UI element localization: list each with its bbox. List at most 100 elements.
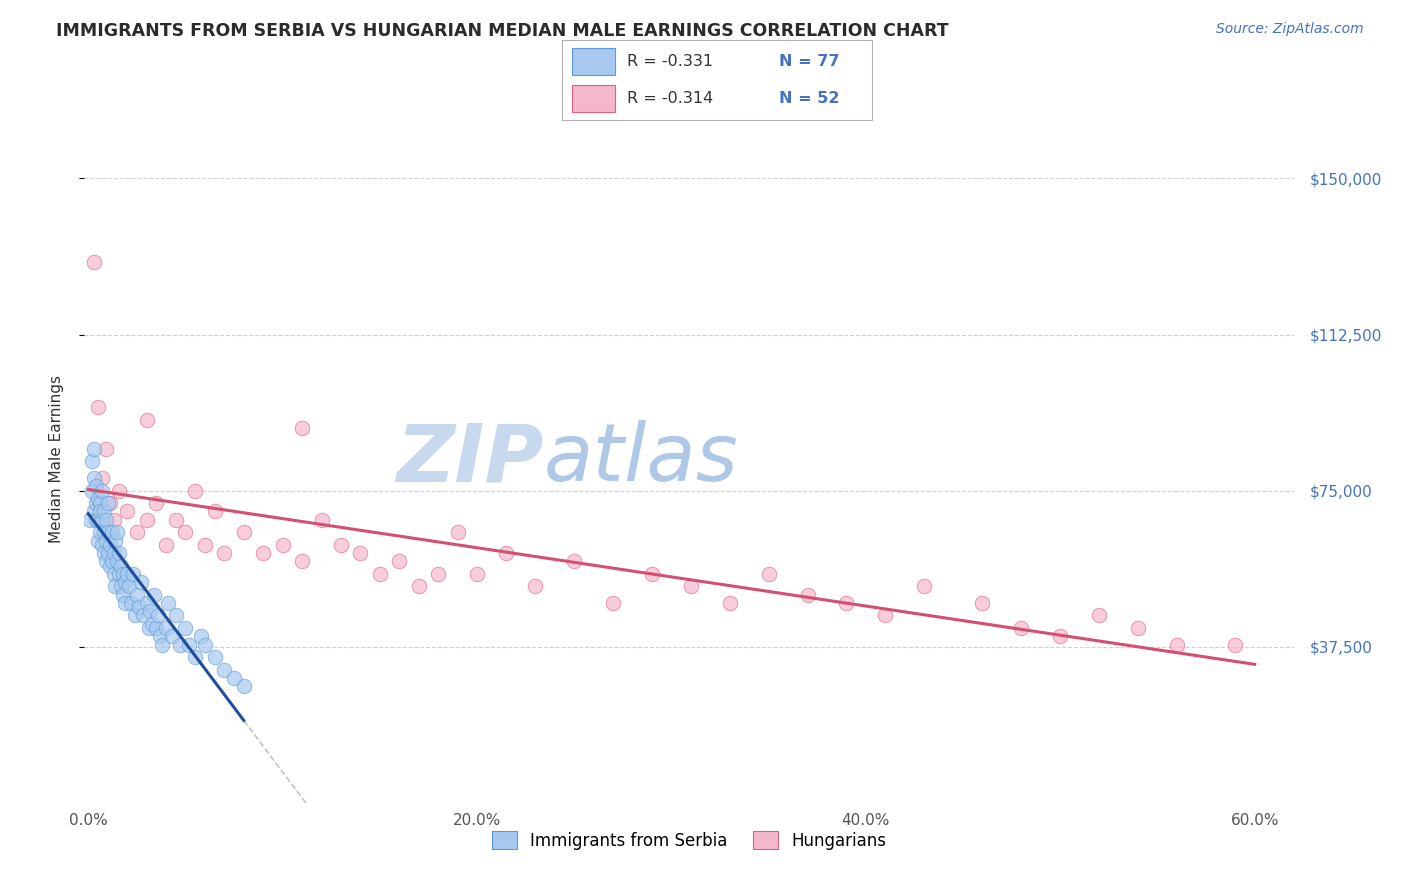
Point <box>1010 621 1032 635</box>
Point <box>112 588 135 602</box>
Point <box>89 496 111 510</box>
Point <box>139 604 162 618</box>
Point <box>1088 608 1111 623</box>
Point <box>148 608 170 623</box>
Point <box>145 496 167 510</box>
Point <box>408 579 430 593</box>
Point <box>125 525 148 540</box>
Point <box>465 566 488 581</box>
Point <box>97 546 120 560</box>
Point <box>124 608 146 623</box>
Point <box>114 596 136 610</box>
Point <box>388 554 411 568</box>
Point <box>194 638 217 652</box>
Point <box>93 525 115 540</box>
Point <box>291 421 314 435</box>
Point <box>84 496 107 510</box>
Point <box>115 504 138 518</box>
Point <box>174 525 197 540</box>
Point <box>149 629 172 643</box>
Point <box>83 442 105 456</box>
Point <box>118 579 141 593</box>
Point <box>104 533 127 548</box>
Point <box>204 504 226 518</box>
Bar <box>572 85 614 112</box>
Point <box>98 496 121 510</box>
Point <box>138 621 160 635</box>
Point <box>98 558 121 573</box>
Point <box>222 671 245 685</box>
Point <box>311 513 333 527</box>
Text: N = 52: N = 52 <box>779 91 839 106</box>
Point <box>108 566 131 581</box>
Point <box>87 401 110 415</box>
Point <box>184 483 207 498</box>
Point <box>135 413 157 427</box>
Point <box>108 483 131 498</box>
Point <box>143 588 166 602</box>
Point <box>155 538 177 552</box>
Point <box>179 638 201 652</box>
Point <box>90 471 112 485</box>
Legend: Immigrants from Serbia, Hungarians: Immigrants from Serbia, Hungarians <box>485 825 893 856</box>
Point <box>368 566 391 581</box>
Point <box>103 566 125 581</box>
Point <box>718 596 741 610</box>
Point <box>104 579 127 593</box>
Y-axis label: Median Male Earnings: Median Male Earnings <box>49 376 63 543</box>
Point <box>150 638 173 652</box>
Point <box>82 483 104 498</box>
Point <box>190 629 212 643</box>
Point <box>232 679 254 693</box>
Point <box>165 513 187 527</box>
Point <box>83 471 105 485</box>
Point <box>103 513 125 527</box>
Point <box>128 600 150 615</box>
Point <box>145 621 167 635</box>
Point <box>98 538 121 552</box>
Point <box>835 596 858 610</box>
Point <box>84 513 107 527</box>
Point <box>232 525 254 540</box>
Point <box>875 608 897 623</box>
Point <box>972 596 994 610</box>
Point <box>135 596 157 610</box>
Point <box>79 513 101 527</box>
Point <box>97 496 120 510</box>
Point <box>495 546 517 560</box>
Point <box>156 596 179 610</box>
Point <box>100 525 122 540</box>
Point <box>114 575 136 590</box>
Point <box>93 504 115 518</box>
Point <box>155 621 177 635</box>
Point <box>129 575 152 590</box>
Text: R = -0.314: R = -0.314 <box>627 91 714 106</box>
Point <box>1049 629 1071 643</box>
Point <box>83 504 105 518</box>
Point <box>427 566 450 581</box>
Point <box>758 566 780 581</box>
Point <box>94 533 117 548</box>
Point <box>107 525 129 540</box>
Point <box>112 566 135 581</box>
Point <box>1225 638 1247 652</box>
Point <box>125 588 148 602</box>
Point <box>679 579 702 593</box>
Point <box>330 538 353 552</box>
Point <box>83 254 105 268</box>
Point <box>214 546 236 560</box>
Point <box>165 608 187 623</box>
Point <box>108 546 131 560</box>
Text: R = -0.331: R = -0.331 <box>627 54 713 70</box>
Text: N = 77: N = 77 <box>779 54 839 70</box>
Point <box>641 566 664 581</box>
Point <box>93 546 115 560</box>
Point <box>141 616 163 631</box>
Point <box>524 579 547 593</box>
Point <box>120 596 142 610</box>
Point <box>103 546 125 560</box>
Point <box>89 525 111 540</box>
Point <box>1166 638 1188 652</box>
Point <box>87 533 110 548</box>
Point <box>602 596 624 610</box>
